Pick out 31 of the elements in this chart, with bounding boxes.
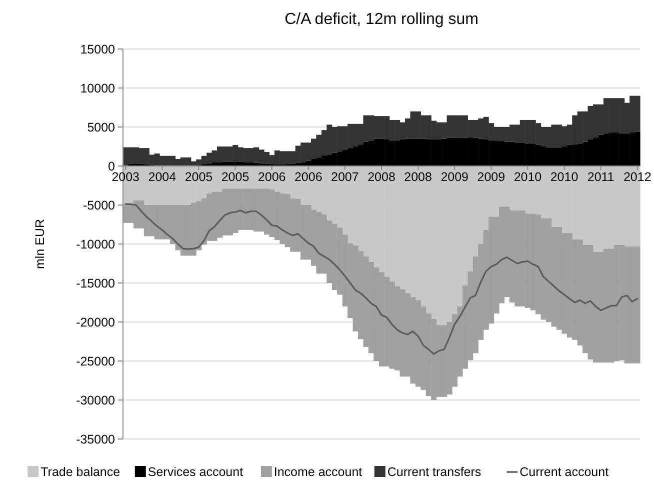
legend-label: Income account xyxy=(274,465,363,479)
x-tick-label: 2010 xyxy=(550,170,578,184)
y-tick-label: -35000 xyxy=(76,432,116,446)
x-tick-label: 2010 xyxy=(514,170,542,184)
y-axis-title: mln EUR xyxy=(33,218,47,270)
legend-label: Current transfers xyxy=(387,465,482,479)
x-tick-label: 2009 xyxy=(440,170,469,184)
x-tick-label: 2008 xyxy=(404,170,432,184)
x-tick-label: 2007 xyxy=(331,170,359,184)
y-tick-label: -20000 xyxy=(76,315,116,330)
y-tick-label: -5000 xyxy=(83,198,116,212)
y-tick-label: -15000 xyxy=(76,276,116,290)
x-tick-label: 2008 xyxy=(368,170,396,184)
x-tick-label: 2006 xyxy=(294,170,322,184)
y-tick-label: -25000 xyxy=(76,354,116,368)
y-tick-label: -30000 xyxy=(76,393,116,408)
y-tick-label: -10000 xyxy=(76,237,116,252)
x-tick-label: 2009 xyxy=(477,170,506,184)
x-tick-label: 2012 xyxy=(623,170,652,184)
y-tick-label: 10000 xyxy=(80,81,116,96)
legend-label: Services account xyxy=(148,465,244,479)
x-tick-label: 2005 xyxy=(221,170,250,184)
x-tick-label: 2011 xyxy=(587,170,614,184)
x-tick-label: 2005 xyxy=(184,170,213,184)
chart-title: C/A deficit, 12m rolling sum xyxy=(284,11,478,28)
y-tick-label: 5000 xyxy=(87,120,116,134)
x-tick-label: 2006 xyxy=(258,170,286,184)
y-tick-label: 15000 xyxy=(80,42,116,56)
legend-label: Trade balance xyxy=(40,465,120,479)
legend-label: Current account xyxy=(520,465,610,479)
x-tick-label: 2004 xyxy=(148,170,176,184)
